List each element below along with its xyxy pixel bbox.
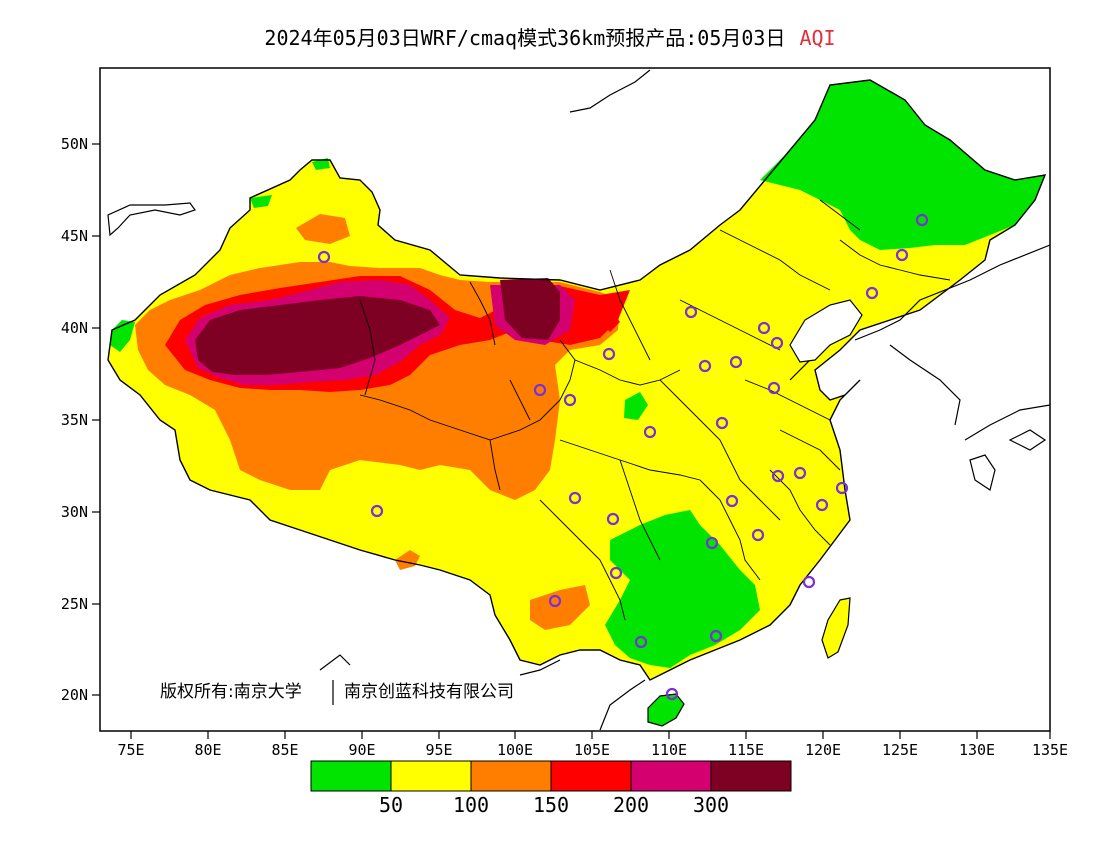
city-marker (665, 687, 679, 701)
lon-tick-label: 80E (194, 741, 221, 759)
city-marker (915, 213, 929, 227)
city-marker (729, 355, 743, 369)
legend-label: 200 (613, 793, 649, 817)
legend-swatch (390, 760, 472, 792)
neighbor-coastlines (107, 69, 1050, 731)
lat-tick-label: 30N (61, 503, 88, 521)
lon-tick-label: 95E (425, 741, 452, 759)
legend-label: 150 (533, 793, 569, 817)
city-marker (802, 575, 816, 589)
city-marker (563, 393, 577, 407)
city-marker (533, 383, 547, 397)
city-marker (568, 491, 582, 505)
city-marker (634, 635, 648, 649)
city-marker (684, 305, 698, 319)
lon-tick-label: 90E (348, 741, 375, 759)
city-marker (793, 466, 807, 480)
map-content: 版权所有:南京大学 南京创蓝科技有限公司 (107, 69, 1050, 731)
city-marker (609, 566, 623, 580)
lat-tick-label: 50N (61, 135, 88, 153)
lon-tick-label: 100E (497, 741, 533, 759)
legend-swatch (550, 760, 632, 792)
city-marker (317, 250, 331, 264)
legend-swatch (470, 760, 552, 792)
lon-tick-label: 105E (574, 741, 610, 759)
city-marker (715, 416, 729, 430)
lon-tick-label: 85E (271, 741, 298, 759)
city-marker (725, 494, 739, 508)
city-marker (602, 347, 616, 361)
lon-tick-label: 135E (1032, 741, 1068, 759)
city-marker (548, 594, 562, 608)
southwest-orange-patch (530, 585, 590, 630)
legend-label: 100 (453, 793, 489, 817)
city-marker (770, 336, 784, 350)
copyright-company: 南京创蓝科技有限公司 (344, 682, 514, 702)
bohai-bay (789, 299, 863, 363)
lon-axis: 75E 80E 85E 90E 95E 100E 105E 110E 115E … (117, 731, 1068, 759)
city-markers (317, 213, 929, 701)
taiwan-border (821, 597, 851, 659)
copyright-owner: 版权所有:南京大学 (160, 682, 302, 702)
lon-tick-label: 125E (882, 741, 918, 759)
lat-tick-label: 45N (61, 227, 88, 245)
legend-label: 50 (379, 793, 403, 817)
city-marker (370, 504, 384, 518)
central-green-patch (624, 392, 648, 420)
city-marker (698, 359, 712, 373)
lon-tick-label: 120E (805, 741, 841, 759)
map-frame (99, 67, 1051, 732)
northeast-green-region (760, 80, 1045, 250)
lat-axis: 50N 45N 40N 35N 30N 25N 20N (61, 135, 100, 704)
lon-tick-label: 115E (728, 741, 764, 759)
city-marker (865, 286, 879, 300)
tibet-orange-patch (395, 550, 420, 570)
city-marker (606, 512, 620, 526)
map-title: 2024年05月03日WRF/cmaq模式36km预报产品:05月03日 AQI (0, 22, 1100, 51)
north-green-patch-2 (312, 158, 330, 170)
legend-label: 300 (693, 793, 729, 817)
lon-tick-label: 130E (959, 741, 995, 759)
lat-tick-label: 40N (61, 319, 88, 337)
title-variable: AQI (799, 26, 836, 50)
lon-tick-label: 110E (651, 741, 687, 759)
province-borders (359, 199, 951, 621)
lat-tick-label: 20N (61, 686, 88, 704)
city-marker (757, 321, 771, 335)
city-marker (895, 248, 909, 262)
hainan-region (648, 694, 684, 726)
city-marker (815, 498, 829, 512)
north-maroon-patch (500, 278, 560, 340)
lon-tick-label: 75E (117, 741, 144, 759)
city-marker (643, 425, 657, 439)
china-border (107, 79, 1047, 681)
legend-swatch (310, 760, 392, 792)
lat-tick-label: 35N (61, 411, 88, 429)
south-green-region (605, 510, 760, 668)
east-red-patch (598, 312, 620, 332)
city-marker (751, 528, 765, 542)
city-marker (709, 629, 723, 643)
lat-tick-label: 25N (61, 595, 88, 613)
legend-swatch (630, 760, 712, 792)
city-marker (771, 469, 785, 483)
legend-colorbar: 50 100 150 200 300 (310, 760, 792, 817)
city-marker (705, 536, 719, 550)
city-marker (767, 381, 781, 395)
hainan-border (647, 693, 685, 727)
north-green-patch (250, 195, 272, 208)
city-marker (835, 481, 849, 495)
taiwan-region (822, 598, 850, 658)
north-orange-patch (296, 214, 350, 244)
title-main: 2024年05月03日WRF/cmaq模式36km预报产品:05月03日 (264, 26, 786, 50)
legend-swatch (710, 760, 792, 792)
west-maroon-region (195, 296, 440, 375)
